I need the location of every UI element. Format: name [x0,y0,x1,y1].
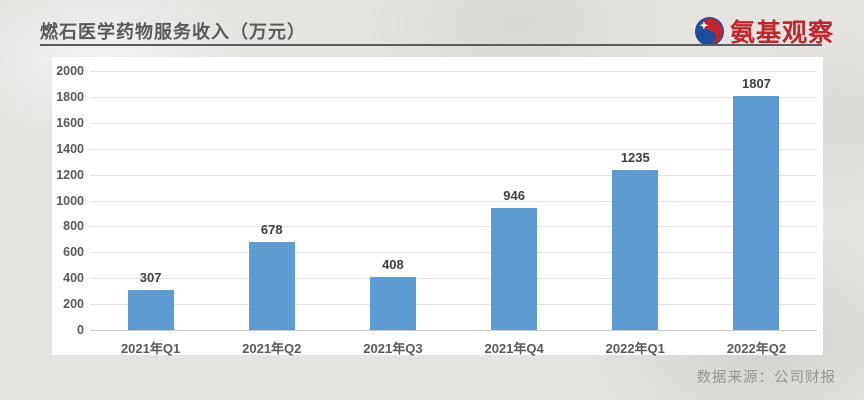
bar-value-label: 1235 [620,150,650,166]
bar-column: 1807 [696,76,817,330]
bar-chart-panel: 0 200 400 600 800 1000 1200 1400 1600 1800 2000 307… [52,57,823,357]
bar [612,170,659,330]
x-axis-label: 2021年Q2 [242,341,302,356]
brand-logo-text: 氨基观察 [729,19,834,47]
data-source: 数据来源：公司财报 [696,370,836,386]
x-axis-label: 2021年Q4 [484,341,544,356]
bar-column: 307 [90,270,211,330]
bar-column: 946 [454,187,575,330]
y-axis-tick: 1600 [56,115,84,130]
bar-value-label: 307 [139,270,162,286]
x-axis-label: 2022年Q2 [726,341,787,356]
bar [127,290,174,330]
gridline [90,278,817,280]
bar-value-label: 678 [260,222,283,238]
y-axis-tick: 0 [77,323,84,337]
gridline [90,96,817,98]
bar-column: 408 [332,257,453,330]
x-axis-label: 2021年Q1 [120,341,181,356]
bar [491,207,538,330]
y-axis-tick: 1000 [56,193,84,208]
bar-value-label: 1807 [741,76,771,91]
brand-logo-icon [694,16,725,46]
gridline [90,148,817,150]
y-axis-tick: 600 [63,245,84,260]
gridline [90,226,817,228]
x-axis-line [90,330,817,331]
y-axis-tick: 400 [63,271,84,286]
gridline [90,200,817,202]
gridline [90,252,817,254]
bar-column: 1235 [575,150,696,330]
y-axis-tick: 1800 [56,89,84,104]
x-axis: 2021年Q1 2021年Q2 2021年Q3 2021年Q4 2022年Q1 2022年… [90,338,817,357]
bar [733,96,780,330]
bar-value-label: 946 [503,187,525,203]
page-title: 燃石医学药物服务收入（万元） [40,22,306,42]
x-axis-label: 2021年Q3 [363,341,423,356]
y-axis-tick: 2000 [56,64,84,78]
y-axis-tick: 1200 [56,167,84,182]
gridline [90,122,817,124]
bar-series: 307 678 408 946 1235 1807 [90,71,817,330]
title-underline [40,44,822,46]
brand-logo: 氨基观察 [694,13,834,49]
x-axis-label: 2022年Q1 [605,341,665,356]
bar [369,277,416,330]
y-axis-tick: 1400 [56,141,84,156]
gridline [90,304,817,306]
bar-column: 678 [211,222,332,330]
gridline [90,71,817,72]
y-axis-tick: 800 [63,219,84,234]
bar [248,242,295,330]
y-axis-tick: 200 [63,297,84,312]
plot-area: 0 200 400 600 800 1000 1200 1400 1600 1800 2000 307… [56,64,817,337]
gridline [90,174,817,176]
bar-value-label: 408 [382,257,404,273]
